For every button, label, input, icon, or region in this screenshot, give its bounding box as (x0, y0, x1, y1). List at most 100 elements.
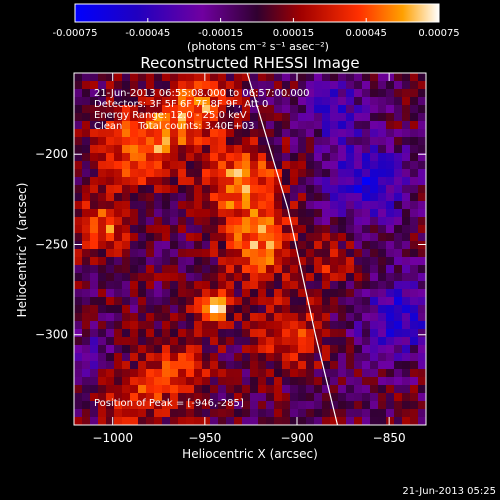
heatmap-cell (354, 337, 363, 346)
heatmap-cell (410, 89, 419, 98)
heatmap-cell (378, 361, 387, 370)
x-axis-ticks: −1000 −950 −900 −850 (92, 73, 406, 445)
heatmap-cell (170, 361, 179, 370)
heatmap-cell (354, 345, 363, 354)
heatmap-cell (226, 273, 235, 282)
heatmap-cell (106, 201, 115, 210)
heatmap-cell (202, 217, 211, 226)
timestamp: 21-Jun-2013 05:25 (402, 486, 496, 497)
heatmap-cell (370, 225, 379, 234)
heatmap-cell (402, 193, 411, 202)
heatmap-cell (106, 209, 115, 218)
heatmap-cell (338, 377, 347, 386)
colorbar-unit-label: (photons cm⁻² s⁻¹ asec⁻²) (187, 40, 329, 53)
heatmap-cell (250, 201, 259, 210)
heatmap-cell (242, 121, 251, 130)
heatmap-cell (202, 113, 211, 122)
heatmap-cell (202, 225, 211, 234)
heatmap-cell (154, 225, 163, 234)
heatmap-cell (298, 257, 307, 266)
heatmap-cell (106, 265, 115, 274)
heatmap-cell (194, 177, 203, 186)
heatmap-cell (170, 393, 179, 402)
heatmap-cell (378, 409, 387, 418)
heatmap-cell (106, 249, 115, 258)
heatmap-cell (82, 361, 91, 370)
heatmap-cell (90, 345, 99, 354)
heatmap-cell (234, 297, 243, 306)
heatmap-cell (346, 393, 355, 402)
heatmap-cell (130, 345, 139, 354)
heatmap-cell (410, 337, 419, 346)
heatmap-cell (266, 217, 275, 226)
heatmap-cell (234, 121, 243, 130)
heatmap-cell (90, 329, 99, 338)
heatmap-cell (178, 313, 187, 322)
heatmap-cell (122, 369, 131, 378)
heatmap-cell (74, 353, 83, 362)
heatmap-cell (194, 265, 203, 274)
heatmap-cell (274, 297, 283, 306)
heatmap-cell (82, 161, 91, 170)
heatmap-cell (162, 313, 171, 322)
heatmap-cell (114, 177, 123, 186)
heatmap-cell (258, 89, 267, 98)
heatmap-cell (322, 209, 331, 218)
heatmap-cell (98, 417, 107, 425)
heatmap-cell (234, 345, 243, 354)
heatmap-cell (378, 129, 387, 138)
heatmap-cell (266, 193, 275, 202)
heatmap-cell (282, 369, 291, 378)
heatmap-cell (162, 385, 171, 394)
heatmap-cell (114, 153, 123, 162)
heatmap-cell (226, 169, 235, 178)
heatmap-cell (106, 241, 115, 250)
heatmap-cell (194, 281, 203, 290)
heatmap-cell (138, 257, 147, 266)
heatmap-cell (290, 393, 299, 402)
heatmap-cell (194, 361, 203, 370)
heatmap-cell (234, 233, 243, 242)
heatmap-cell (282, 225, 291, 234)
heatmap-cell (122, 401, 131, 410)
heatmap-cell (250, 217, 259, 226)
heatmap-cell (330, 417, 339, 425)
heatmap-cell (282, 313, 291, 322)
heatmap-cell (82, 145, 91, 154)
heatmap-cell (226, 201, 235, 210)
heatmap-cell (394, 185, 403, 194)
heatmap-cell (210, 185, 219, 194)
heatmap-cell (410, 385, 419, 394)
heatmap-cell (258, 161, 267, 170)
heatmap-cell (394, 305, 403, 314)
heatmap-cell (410, 377, 419, 386)
heatmap-cell (274, 345, 283, 354)
heatmap-cell (218, 113, 227, 122)
heatmap-cell (386, 329, 395, 338)
heatmap-cell (298, 313, 307, 322)
heatmap-cell (234, 329, 243, 338)
heatmap-cell (210, 345, 219, 354)
heatmap-cell (210, 377, 219, 386)
heatmap-cell (338, 81, 347, 90)
heatmap-cell (290, 193, 299, 202)
heatmap-cell (362, 169, 371, 178)
heatmap-cell (370, 409, 379, 418)
heatmap-cell (138, 105, 147, 114)
heatmap-cell (378, 81, 387, 90)
heatmap-cell (378, 233, 387, 242)
heatmap-cell (402, 241, 411, 250)
heatmap-cell (146, 377, 155, 386)
heatmap-cell (210, 249, 219, 258)
heatmap-cell (418, 89, 426, 98)
heatmap-cell (370, 401, 379, 410)
heatmap-cell (170, 129, 179, 138)
heatmap-cell (394, 89, 403, 98)
heatmap-cell (290, 369, 299, 378)
heatmap-cell (90, 137, 99, 146)
heatmap-cell (386, 169, 395, 178)
heatmap-cell (410, 329, 419, 338)
heatmap-cell (210, 81, 219, 90)
heatmap-cell (418, 105, 426, 114)
heatmap-cell (90, 353, 99, 362)
